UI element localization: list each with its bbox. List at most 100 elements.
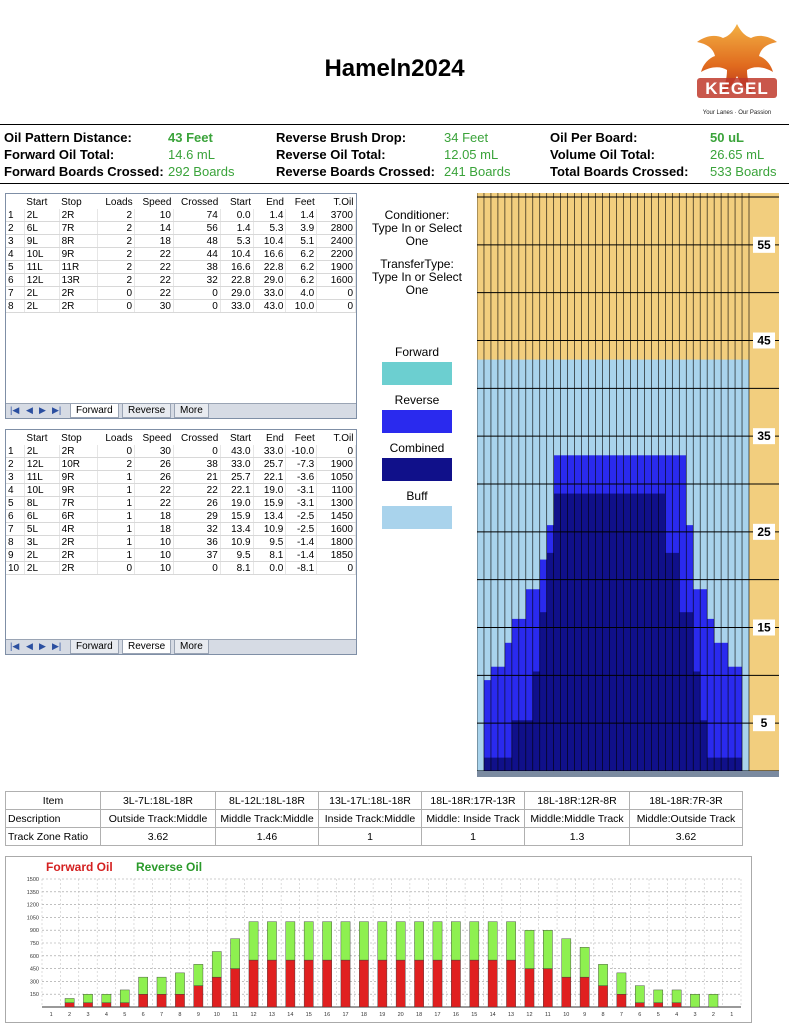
table-cell[interactable]: 38 bbox=[173, 260, 221, 274]
table-cell[interactable]: 10 bbox=[6, 561, 25, 575]
table-cell[interactable]: -2.5 bbox=[285, 509, 318, 523]
table-cell[interactable]: 9.5 bbox=[220, 548, 254, 562]
table-cell[interactable]: 10.4 bbox=[253, 234, 287, 248]
table-cell[interactable]: 10 bbox=[134, 561, 174, 575]
table-cell[interactable]: 0 bbox=[316, 299, 356, 313]
table-cell[interactable]: 2 bbox=[6, 221, 25, 235]
table-cell[interactable]: 9R bbox=[59, 483, 99, 497]
table-cell[interactable]: 4 bbox=[6, 247, 25, 261]
table-cell[interactable]: 2L bbox=[24, 286, 60, 300]
table-cell[interactable]: 10 bbox=[134, 548, 174, 562]
table-cell[interactable]: 1800 bbox=[316, 535, 356, 549]
table-cell[interactable]: 2 bbox=[6, 457, 25, 471]
tab-reverse[interactable]: Reverse bbox=[122, 404, 172, 418]
next-sheet-icon[interactable]: ▶ bbox=[39, 405, 46, 415]
table-cell[interactable]: 1 bbox=[97, 535, 136, 549]
table-cell[interactable]: 9L bbox=[24, 234, 60, 248]
table-cell[interactable]: 2L bbox=[24, 561, 60, 575]
table-cell[interactable]: 56 bbox=[173, 221, 221, 235]
table-cell[interactable]: 4 bbox=[6, 483, 25, 497]
table-cell[interactable]: 29 bbox=[173, 509, 221, 523]
table-cell[interactable]: 2200 bbox=[316, 247, 356, 261]
table-cell[interactable]: 13R bbox=[59, 273, 99, 287]
table-cell[interactable]: 22.8 bbox=[220, 273, 254, 287]
first-sheet-icon[interactable]: |◀ bbox=[10, 405, 20, 415]
table-cell[interactable]: 0 bbox=[173, 561, 221, 575]
table-cell[interactable]: 8.1 bbox=[253, 548, 287, 562]
table-cell[interactable]: 21 bbox=[173, 470, 221, 484]
table-cell[interactable]: 1 bbox=[97, 548, 136, 562]
table-cell[interactable]: 0 bbox=[316, 561, 356, 575]
table-cell[interactable]: 0.0 bbox=[220, 209, 254, 222]
table-cell[interactable]: -8.1 bbox=[285, 561, 318, 575]
table-cell[interactable]: 9R bbox=[59, 247, 99, 261]
tab-forward[interactable]: Forward bbox=[70, 640, 119, 654]
table-cell[interactable]: 33.0 bbox=[220, 299, 254, 313]
table-cell[interactable]: 5 bbox=[6, 496, 25, 510]
table-cell[interactable]: -1.4 bbox=[285, 535, 318, 549]
table-cell[interactable]: 6.2 bbox=[285, 273, 318, 287]
table-cell[interactable]: 22.1 bbox=[253, 470, 287, 484]
table-cell[interactable]: 29.0 bbox=[253, 273, 287, 287]
table-cell[interactable]: 1.4 bbox=[220, 221, 254, 235]
table-row[interactable]: 9 2L 2R 1 10 37 9.5 8.1 -1.4 1850 bbox=[6, 548, 356, 562]
table-cell[interactable]: 2800 bbox=[316, 221, 356, 235]
table-row[interactable]: 8 2L 2R 0 30 0 33.0 43.0 10.0 0 bbox=[6, 299, 356, 313]
table-cell[interactable]: 22 bbox=[134, 273, 174, 287]
table-cell[interactable]: 48 bbox=[173, 234, 221, 248]
table-cell[interactable]: 37 bbox=[173, 548, 221, 562]
table-cell[interactable]: 38 bbox=[173, 457, 221, 471]
table-cell[interactable]: 22 bbox=[134, 247, 174, 261]
table-cell[interactable]: 2R bbox=[59, 445, 99, 458]
table-cell[interactable]: 19.0 bbox=[253, 483, 287, 497]
table-cell[interactable]: 8 bbox=[6, 535, 25, 549]
table-cell[interactable]: 16.6 bbox=[220, 260, 254, 274]
table-cell[interactable]: 4R bbox=[59, 522, 99, 536]
table-cell[interactable]: 8L bbox=[24, 496, 60, 510]
table-cell[interactable]: 1850 bbox=[316, 548, 356, 562]
table-cell[interactable]: 18 bbox=[134, 509, 174, 523]
table-cell[interactable]: 5 bbox=[6, 260, 25, 274]
table-cell[interactable]: 5.3 bbox=[220, 234, 254, 248]
table-cell[interactable]: 2 bbox=[97, 457, 136, 471]
transfer-type-label[interactable]: TransferType: Type In or Select One bbox=[371, 257, 463, 297]
table-cell[interactable]: 6L bbox=[24, 509, 60, 523]
table-cell[interactable]: 1 bbox=[97, 496, 136, 510]
prev-sheet-icon[interactable]: ◀ bbox=[26, 641, 33, 651]
table-cell[interactable]: 11L bbox=[24, 260, 60, 274]
table-cell[interactable]: 0 bbox=[97, 561, 136, 575]
table-cell[interactable]: 15.9 bbox=[220, 509, 254, 523]
table-cell[interactable]: 10 bbox=[134, 209, 174, 222]
table-cell[interactable]: 6L bbox=[24, 221, 60, 235]
table-cell[interactable]: 2 bbox=[97, 234, 136, 248]
table-cell[interactable]: 2L bbox=[24, 445, 60, 458]
table-cell[interactable]: 33.0 bbox=[253, 445, 287, 458]
table-cell[interactable]: -3.1 bbox=[285, 483, 318, 497]
table-row[interactable]: 8 3L 2R 1 10 36 10.9 9.5 -1.4 1800 bbox=[6, 535, 356, 549]
table-cell[interactable]: 22 bbox=[173, 483, 221, 497]
table-cell[interactable]: 1900 bbox=[316, 457, 356, 471]
table-cell[interactable]: 26 bbox=[134, 470, 174, 484]
table-row[interactable]: 1 2L 2R 2 10 74 0.0 1.4 1.4 3700 bbox=[6, 209, 356, 222]
table-cell[interactable]: 25.7 bbox=[220, 470, 254, 484]
table-cell[interactable]: 11R bbox=[59, 260, 99, 274]
table-cell[interactable]: 5.3 bbox=[253, 221, 287, 235]
tab-reverse[interactable]: Reverse bbox=[122, 640, 172, 654]
table-cell[interactable]: 22 bbox=[134, 286, 174, 300]
table-cell[interactable]: 2 bbox=[97, 273, 136, 287]
table-cell[interactable]: -1.4 bbox=[285, 548, 318, 562]
table-cell[interactable]: 74 bbox=[173, 209, 221, 222]
table-cell[interactable]: 2 bbox=[97, 221, 136, 235]
table-cell[interactable]: 3700 bbox=[316, 209, 356, 222]
table-cell[interactable]: 22.1 bbox=[220, 483, 254, 497]
table-cell[interactable]: 1 bbox=[97, 522, 136, 536]
table-cell[interactable]: 30 bbox=[134, 299, 174, 313]
table-cell[interactable]: 1 bbox=[97, 509, 136, 523]
table-cell[interactable]: 36 bbox=[173, 535, 221, 549]
table-row[interactable]: 1 2L 2R 0 30 0 43.0 33.0 -10.0 0 bbox=[6, 445, 356, 458]
prev-sheet-icon[interactable]: ◀ bbox=[26, 405, 33, 415]
table-cell[interactable]: 10.9 bbox=[253, 522, 287, 536]
table-cell[interactable]: 0 bbox=[316, 445, 356, 458]
table-cell[interactable]: 7R bbox=[59, 221, 99, 235]
table-cell[interactable]: 0 bbox=[97, 286, 136, 300]
